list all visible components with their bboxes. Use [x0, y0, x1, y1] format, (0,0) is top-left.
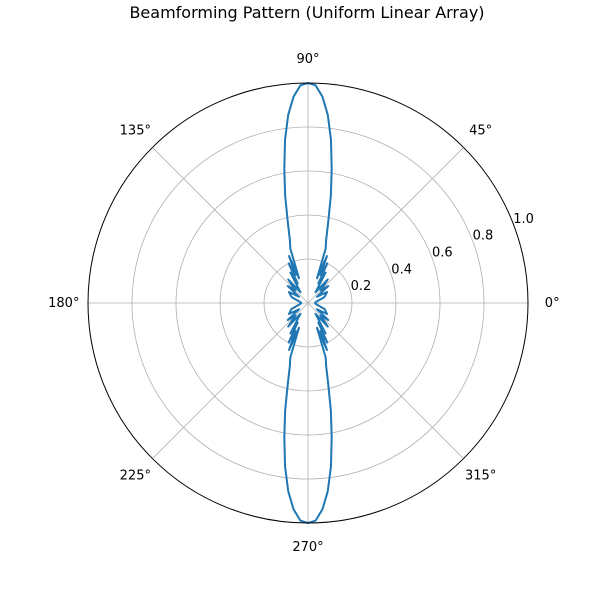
theta-tick-label: 315° [465, 469, 496, 484]
theta-tick-label: 45° [469, 123, 492, 138]
r-tick-label: 0.4 [391, 262, 412, 277]
r-tick-label: 1.0 [513, 212, 534, 227]
theta-grid-spoke [152, 147, 309, 304]
theta-grid-spoke [152, 302, 309, 459]
r-tick-label: 0.2 [351, 279, 372, 294]
polar-frame [87, 82, 529, 524]
theta-tick-label: 90° [296, 52, 319, 67]
chart-title: Beamforming Pattern (Uniform Linear Arra… [129, 3, 484, 22]
theta-tick-label: 180° [48, 296, 79, 311]
r-tick-label: 0.6 [432, 245, 453, 260]
grid-layer [88, 83, 528, 523]
theta-tick-label: 0° [545, 296, 560, 311]
theta-grid-spoke [307, 302, 464, 459]
series-line-beam-pattern [283, 82, 333, 524]
theta-tick-label: 270° [292, 540, 323, 555]
theta-tick-label: 225° [120, 469, 151, 484]
tick-label-layer: 0° 45° 90° 135° 180° 225° 270° 315° 0.2 0.4 0.6 0.8… [48, 52, 559, 555]
theta-tick-label: 135° [120, 123, 151, 138]
r-tick-label: 0.8 [473, 229, 494, 244]
theta-grid-spoke [307, 147, 464, 304]
